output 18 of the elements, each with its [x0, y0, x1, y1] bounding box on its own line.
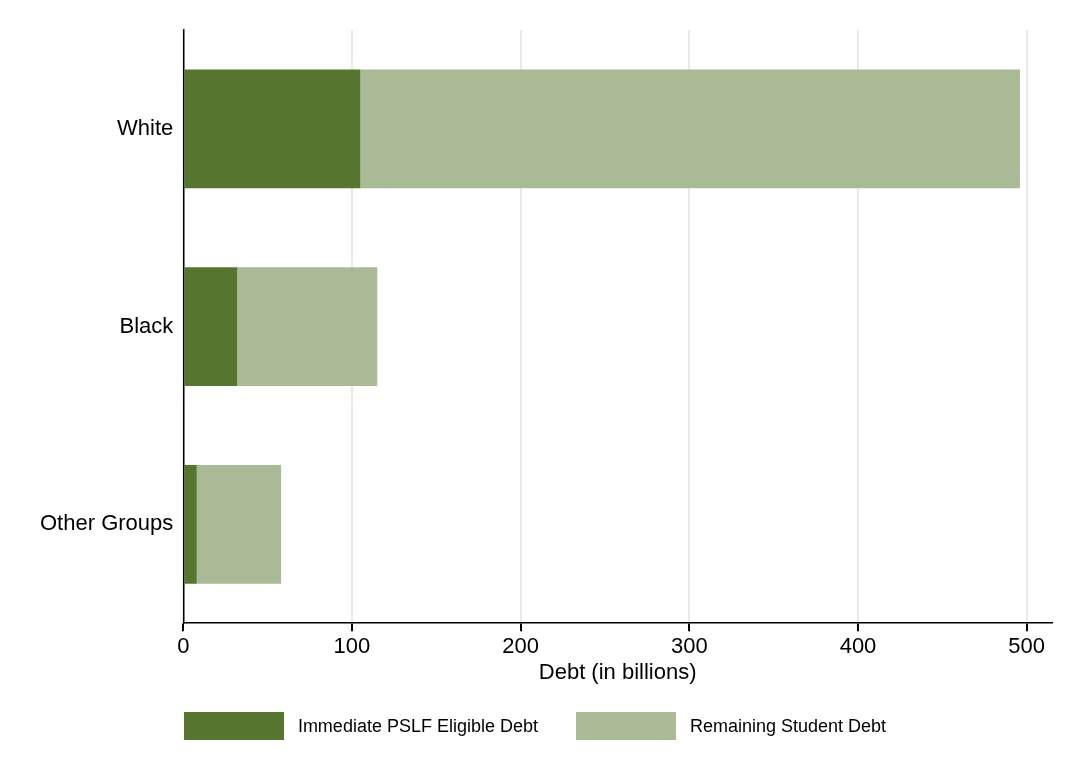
x-tick-label: 200 [502, 633, 540, 659]
bar [184, 69, 361, 189]
x-tick-label: 300 [670, 633, 708, 659]
x-tick-label: 100 [333, 633, 371, 659]
text: Immediate PSLF Eligible Debt [297, 715, 538, 737]
x-axis-title: Debt (in billions) [538, 658, 697, 684]
bar [196, 465, 282, 584]
bar [184, 267, 238, 386]
y-tick-label: White [117, 114, 174, 140]
bar [237, 267, 378, 386]
bar [360, 69, 1020, 189]
bar [184, 465, 197, 584]
x-tick-label: 500 [1008, 633, 1046, 659]
text: Remaining Student Debt [689, 715, 887, 737]
x-tick-label: 400 [839, 633, 877, 659]
x-tick-label: 0 [177, 633, 190, 659]
y-tick-label: Black [119, 312, 175, 338]
y-tick-label: Other Groups [40, 510, 174, 536]
